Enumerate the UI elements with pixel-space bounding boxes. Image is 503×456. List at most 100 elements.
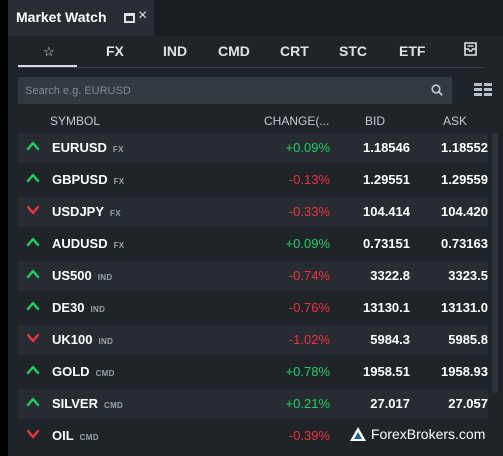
symbol-category: FX [113,177,125,186]
table-row[interactable]: GBPUSD FX -0.13% 1.29551 1.29559 [18,165,488,195]
arrow-up-icon [26,269,40,279]
panel-titlebar: Market Watch × [8,0,503,36]
symbol-category: IND [97,273,113,282]
symbol-name: OIL [52,428,74,443]
ask-cell: 104.420 [441,204,488,219]
watermark-text: ForexBrokers.com [371,426,486,442]
symbol-name: GBPUSD [52,172,108,187]
bid-cell: 0.73151 [363,236,410,251]
ask-cell: 1958.93 [441,364,488,379]
change-cell: -0.13% [288,172,330,187]
close-icon[interactable]: × [138,7,148,24]
bid-cell: 3322.8 [370,268,410,283]
panel-title: Market Watch [16,9,107,25]
table-header: SYMBOL CHANGE(... BID ASK [8,108,503,132]
arrow-up-icon [26,237,40,247]
column-header-ask[interactable]: ASK [443,114,468,128]
search-icon[interactable] [431,84,443,96]
symbol-name: AUDUSD [52,236,108,251]
bid-cell: 1.18546 [363,140,410,155]
symbol-cell: US500 IND [52,268,112,283]
symbol-category: CMD [104,401,124,410]
bid-cell: 1958.51 [363,364,410,379]
ask-cell: 5985.8 [448,332,488,347]
symbol-name: UK100 [52,332,93,347]
restore-window-icon[interactable] [124,13,135,23]
search-box [18,77,452,104]
table-row[interactable]: GOLD CMD +0.78% 1958.51 1958.93 [18,357,488,387]
change-cell: +0.09% [285,236,330,251]
symbol-category: FX [112,145,124,154]
symbol-cell: USDJPY FX [52,204,121,219]
ask-cell: 13131.0 [441,300,488,315]
symbol-cell: AUDUSD FX [52,236,124,251]
table-row[interactable]: AUDUSD FX +0.09% 0.73151 0.73163 [18,229,488,259]
table-row[interactable]: EURUSD FX +0.09% 1.18546 1.18552 [18,133,488,163]
inbox-icon [464,42,477,56]
bid-cell: 13130.1 [363,300,410,315]
tabs-divider [18,67,483,68]
grid-view-icon[interactable] [474,83,492,98]
market-watch-panel: Market Watch × ☆ FX IND CMD CRT STC ETF [8,0,503,456]
ask-cell: 27.057 [448,396,488,411]
ask-cell: 1.18552 [441,140,488,155]
change-cell: +0.09% [285,140,330,155]
change-cell: -1.02% [288,332,330,347]
tab-fx[interactable]: FX [106,43,124,59]
tab-ind[interactable]: IND [163,43,188,59]
symbol-cell: OIL CMD [52,428,99,443]
arrow-up-icon [26,301,40,311]
tab-etf[interactable]: ETF [399,43,426,59]
column-header-change[interactable]: CHANGE(... [264,114,330,128]
category-tabs: ☆ FX IND CMD CRT STC ETF [18,36,483,68]
search-input[interactable] [18,77,418,104]
bid-cell: 104.414 [363,204,410,219]
title-tab[interactable]: Market Watch × [8,0,154,36]
ask-cell: 3323.5 [448,268,488,283]
symbol-cell: UK100 IND [52,332,113,347]
symbol-name: USDJPY [52,204,105,219]
symbol-cell: GBPUSD FX [52,172,124,187]
table-row[interactable]: USDJPY FX -0.33% 104.414 104.420 [18,197,488,227]
symbol-cell: SILVER CMD [52,396,123,411]
column-header-symbol[interactable]: SYMBOL [50,114,101,128]
change-cell: -0.76% [288,300,330,315]
arrow-up-icon [26,173,40,183]
tab-stc[interactable]: STC [339,43,367,59]
tab-cmd[interactable]: CMD [218,43,250,59]
active-tab-indicator [18,65,77,67]
table-row[interactable]: OIL CMD -0.39% [18,421,488,451]
bid-cell: 5984.3 [370,332,410,347]
symbol-category: FX [113,241,125,250]
arrow-up-icon [26,397,40,407]
symbol-category: IND [98,337,114,346]
table-row[interactable]: US500 IND -0.74% 3322.8 3323.5 [18,261,488,291]
symbol-category: FX [110,209,121,218]
table-row[interactable]: DE30 IND -0.76% 13130.1 13131.0 [18,293,488,323]
tab-inbox[interactable] [463,42,478,59]
symbol-name: US500 [52,268,92,283]
change-cell: -0.74% [288,268,330,283]
scrollbar[interactable] [492,133,498,393]
arrow-up-icon [26,365,40,375]
symbol-name: DE30 [52,300,85,315]
bid-cell: 1.29551 [363,172,410,187]
symbol-cell: EURUSD FX [52,140,124,155]
symbol-category: IND [90,305,106,314]
ask-cell: 1.29559 [441,172,488,187]
change-cell: -0.33% [288,204,330,219]
symbol-name: SILVER [52,396,98,411]
table-row[interactable]: UK100 IND -1.02% 5984.3 5985.8 [18,325,488,355]
table-row[interactable]: SILVER CMD +0.21% 27.017 27.057 [18,389,488,419]
symbol-name: EURUSD [52,140,107,155]
change-cell: +0.78% [285,364,330,379]
symbol-category: CMD [79,433,99,442]
symbol-name: GOLD [52,364,90,379]
arrow-down-icon [26,333,40,343]
symbol-cell: GOLD CMD [52,364,115,379]
tab-crt[interactable]: CRT [280,43,309,59]
star-icon: ☆ [43,44,55,59]
tab-favorites[interactable]: ☆ [43,43,55,60]
column-header-bid[interactable]: BID [365,114,386,128]
arrow-down-icon [26,205,40,215]
